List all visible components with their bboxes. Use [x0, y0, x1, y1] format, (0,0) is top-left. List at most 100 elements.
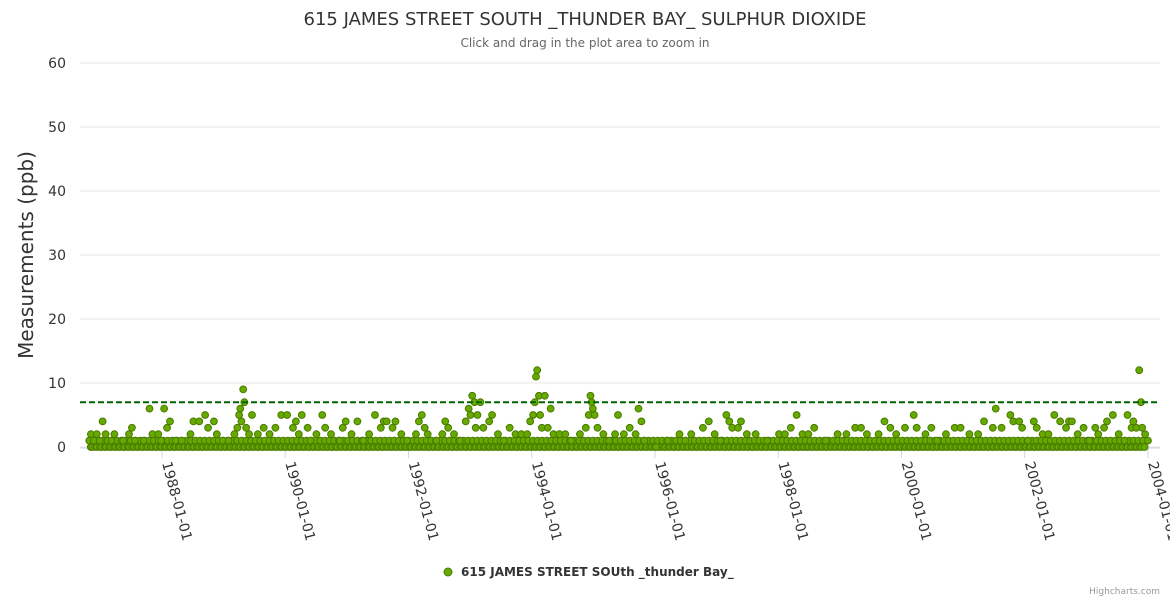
- data-point[interactable]: [107, 436, 116, 445]
- data-point[interactable]: [675, 430, 684, 439]
- data-point[interactable]: [599, 430, 608, 439]
- data-point[interactable]: [1138, 423, 1147, 432]
- data-point[interactable]: [1024, 436, 1032, 445]
- data-point[interactable]: [742, 430, 751, 439]
- data-point[interactable]: [543, 423, 552, 432]
- data-point[interactable]: [359, 436, 368, 445]
- data-point[interactable]: [722, 411, 731, 419]
- data-point[interactable]: [139, 436, 148, 445]
- data-point[interactable]: [1085, 436, 1094, 445]
- data-point[interactable]: [283, 411, 292, 419]
- data-point[interactable]: [822, 436, 830, 445]
- data-point[interactable]: [110, 430, 119, 439]
- data-point[interactable]: [1108, 411, 1117, 419]
- data-point[interactable]: [1100, 423, 1108, 432]
- data-point[interactable]: [523, 430, 532, 439]
- data-point[interactable]: [586, 391, 595, 400]
- data-point[interactable]: [371, 411, 379, 419]
- data-point[interactable]: [212, 430, 221, 439]
- data-point[interactable]: [1135, 366, 1144, 375]
- credits-link[interactable]: Highcharts.com: [1089, 587, 1160, 597]
- data-point[interactable]: [942, 430, 950, 439]
- data-point[interactable]: [289, 423, 297, 432]
- data-point[interactable]: [1091, 423, 1100, 432]
- data-point[interactable]: [237, 417, 246, 426]
- data-point[interactable]: [1073, 430, 1082, 439]
- data-point[interactable]: [382, 417, 391, 426]
- data-point[interactable]: [341, 417, 350, 426]
- data-point[interactable]: [901, 423, 909, 432]
- data-point[interactable]: [725, 417, 734, 426]
- data-point[interactable]: [988, 423, 997, 432]
- data-point[interactable]: [297, 411, 306, 419]
- data-point[interactable]: [605, 436, 614, 445]
- data-point[interactable]: [101, 430, 110, 439]
- data-point[interactable]: [119, 436, 128, 445]
- data-point[interactable]: [921, 430, 930, 439]
- data-point[interactable]: [704, 417, 713, 426]
- data-point[interactable]: [318, 411, 327, 419]
- data-point[interactable]: [204, 423, 212, 432]
- scatter-series[interactable]: [85, 366, 1152, 451]
- data-point[interactable]: [154, 430, 163, 439]
- data-point[interactable]: [909, 411, 918, 419]
- data-point[interactable]: [974, 430, 983, 439]
- data-point[interactable]: [271, 423, 280, 432]
- data-point[interactable]: [619, 430, 628, 439]
- data-point[interactable]: [347, 430, 356, 439]
- data-point[interactable]: [160, 404, 169, 413]
- data-point[interactable]: [965, 430, 974, 439]
- data-point[interactable]: [441, 417, 450, 426]
- data-point[interactable]: [1144, 436, 1152, 445]
- data-point[interactable]: [321, 423, 330, 432]
- legend-marker-icon[interactable]: [443, 567, 453, 577]
- data-point[interactable]: [734, 423, 742, 432]
- data-point[interactable]: [927, 423, 936, 432]
- data-point[interactable]: [335, 436, 344, 445]
- data-point[interactable]: [892, 430, 901, 439]
- data-point[interactable]: [499, 436, 508, 445]
- data-point[interactable]: [294, 430, 303, 439]
- data-point[interactable]: [488, 411, 496, 419]
- data-point[interactable]: [466, 411, 475, 419]
- data-point[interactable]: [640, 436, 649, 445]
- data-point[interactable]: [1006, 411, 1015, 419]
- data-point[interactable]: [590, 411, 599, 419]
- data-point[interactable]: [230, 430, 239, 439]
- data-point[interactable]: [1056, 417, 1065, 426]
- legend[interactable]: 615 JAMES STREET SOUth _thunder Bay_: [443, 565, 734, 580]
- data-point[interactable]: [423, 430, 432, 439]
- data-point[interactable]: [625, 423, 634, 432]
- data-point[interactable]: [737, 417, 745, 426]
- data-point[interactable]: [471, 423, 480, 432]
- data-point[interactable]: [1129, 417, 1138, 426]
- data-point[interactable]: [201, 411, 210, 419]
- data-point[interactable]: [92, 430, 101, 439]
- data-point[interactable]: [593, 423, 602, 432]
- legend-label[interactable]: 615 JAMES STREET SOUth _thunder Bay_: [461, 565, 734, 580]
- data-point[interactable]: [432, 436, 441, 445]
- data-point[interactable]: [526, 417, 535, 426]
- data-point[interactable]: [631, 430, 640, 439]
- data-point[interactable]: [388, 423, 397, 432]
- data-point[interactable]: [236, 404, 245, 413]
- data-point[interactable]: [567, 436, 576, 445]
- data-point[interactable]: [763, 436, 772, 445]
- data-point[interactable]: [438, 430, 447, 439]
- data-point[interactable]: [581, 423, 590, 432]
- data-point[interactable]: [327, 430, 335, 439]
- data-point[interactable]: [1079, 423, 1088, 432]
- data-point[interactable]: [1032, 423, 1041, 432]
- data-point[interactable]: [468, 391, 477, 400]
- data-point[interactable]: [540, 391, 549, 400]
- data-point[interactable]: [455, 436, 464, 445]
- data-point[interactable]: [365, 430, 374, 439]
- data-point[interactable]: [259, 423, 268, 432]
- data-point[interactable]: [546, 404, 555, 413]
- data-point[interactable]: [991, 404, 1000, 413]
- data-point[interactable]: [233, 423, 242, 432]
- data-point[interactable]: [1018, 423, 1026, 432]
- data-point[interactable]: [420, 423, 429, 432]
- data-point[interactable]: [699, 423, 707, 432]
